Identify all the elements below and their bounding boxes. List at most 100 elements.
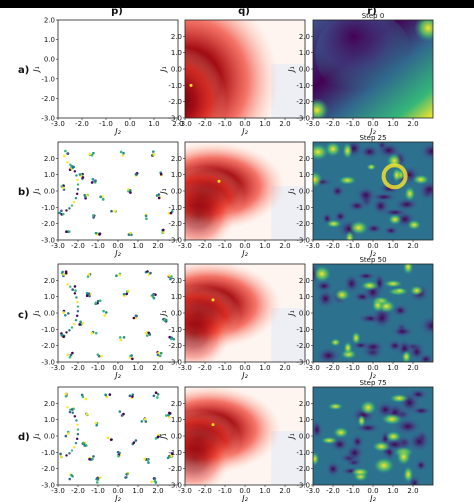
scatter-point bbox=[62, 154, 66, 158]
x-tick-label: 2.0 bbox=[152, 487, 163, 495]
scatter-point bbox=[108, 393, 112, 396]
y-tick-label: 0.0 bbox=[171, 433, 182, 441]
x-tick-label: -3.0 bbox=[51, 242, 65, 250]
scatter-point bbox=[169, 211, 173, 215]
scatter-point bbox=[94, 421, 98, 425]
scatter-point bbox=[170, 452, 174, 455]
panel-p-c: -3.0 -2.0 -1.0 0.0 1.0 2.0 -3.0 -2.0 -1.0 0.0 1.0 2… bbox=[32, 263, 179, 380]
x-tick-label: -1.0 bbox=[346, 364, 360, 372]
scatter-point bbox=[90, 153, 94, 157]
heatmap-high-blob bbox=[402, 264, 414, 275]
scatter-point bbox=[90, 331, 94, 335]
y-tick-label: -2.0 bbox=[41, 342, 55, 350]
heatmap-high-blob bbox=[350, 467, 370, 477]
x-tick-label: -1.0 bbox=[346, 120, 360, 128]
scatter-point bbox=[95, 481, 99, 484]
scatter-point bbox=[122, 151, 125, 155]
x-tick-label: -1.0 bbox=[218, 120, 232, 128]
y-axis-label: J₁ bbox=[32, 310, 41, 318]
y-tick-label: -1.0 bbox=[296, 449, 310, 457]
heatmap-high-blob bbox=[326, 219, 342, 228]
heatmap-tail bbox=[185, 425, 230, 485]
axes-frame bbox=[57, 19, 179, 119]
x-tick-label: 2.0 bbox=[407, 242, 418, 250]
x-axis-label: J₂ bbox=[113, 127, 121, 136]
y-tick-label: -2.0 bbox=[168, 220, 182, 228]
y-tick-label: 0.0 bbox=[299, 310, 310, 318]
scatter-point bbox=[104, 393, 108, 397]
heatmap-basin bbox=[315, 20, 412, 99]
heatmap-low-blob bbox=[359, 144, 380, 160]
scatter-point bbox=[64, 149, 67, 153]
y-tick-label: 1.0 bbox=[171, 293, 182, 301]
heatmap-low-blob bbox=[408, 343, 426, 361]
heatmap-high-blob bbox=[385, 431, 402, 442]
x-tick-label: -2.0 bbox=[198, 487, 212, 495]
scatter-point bbox=[64, 271, 68, 275]
x-tick-label: 0.0 bbox=[239, 120, 250, 128]
y-tick-label: -3.0 bbox=[41, 115, 55, 123]
y-tick-label: -3.0 bbox=[296, 115, 310, 123]
scatter-point bbox=[66, 406, 69, 409]
x-tick-label: -3.0 bbox=[306, 364, 320, 372]
scatter-point bbox=[106, 436, 110, 440]
scatter-point bbox=[131, 395, 134, 398]
scatter-point bbox=[76, 300, 79, 304]
scatter-point bbox=[82, 441, 85, 445]
scatter-point bbox=[60, 334, 64, 337]
heatmap-high-blob bbox=[412, 174, 430, 185]
scatter-point bbox=[149, 271, 152, 275]
scatter-point bbox=[96, 299, 100, 303]
scatter-point bbox=[68, 477, 72, 481]
heatmap-high-blob bbox=[383, 279, 403, 288]
x-tick-label: -2.0 bbox=[71, 487, 85, 495]
scatter-point bbox=[134, 316, 138, 320]
scatter-point bbox=[92, 214, 95, 217]
scatter-point bbox=[76, 178, 79, 182]
heatmap-low-blob bbox=[393, 197, 420, 212]
plot-area bbox=[313, 20, 433, 118]
scatter-point bbox=[73, 200, 76, 204]
scatter-point bbox=[64, 394, 68, 398]
y-tick-label: -1.0 bbox=[41, 75, 55, 83]
x-tick-label: 2.0 bbox=[279, 242, 290, 250]
scatter-point bbox=[121, 154, 125, 157]
heatmap-high-blob bbox=[388, 214, 402, 225]
y-tick-label: -2.0 bbox=[41, 95, 55, 103]
scatter-point bbox=[76, 310, 80, 313]
y-tick-label: -3.0 bbox=[41, 237, 55, 245]
x-tick-label: -1.0 bbox=[218, 487, 232, 495]
optimum-marker bbox=[211, 423, 215, 427]
x-axis-label: J₂ bbox=[113, 249, 121, 258]
heatmap-low-blob bbox=[361, 340, 385, 354]
scatter-background bbox=[58, 142, 178, 240]
y-tick-label: 0.0 bbox=[299, 433, 310, 441]
y-tick-label: -1.0 bbox=[296, 204, 310, 212]
scatter-point bbox=[157, 196, 161, 200]
x-tick-label: -2.0 bbox=[198, 120, 212, 128]
heatmap-low-blob bbox=[325, 460, 341, 478]
y-tick-label: -2.0 bbox=[168, 465, 182, 473]
y-tick-label: -1.0 bbox=[41, 326, 55, 334]
scatter-point bbox=[75, 419, 78, 422]
scatter-point bbox=[151, 294, 154, 297]
x-tick-label: 0.0 bbox=[367, 120, 378, 128]
scatter-point bbox=[70, 326, 74, 329]
heatmap-ring bbox=[381, 163, 408, 190]
scatter-point bbox=[115, 274, 118, 277]
scatter-point bbox=[69, 408, 72, 411]
scatter-point bbox=[145, 334, 149, 337]
scatter-point bbox=[144, 214, 148, 218]
y-tick-label: 1.0 bbox=[44, 293, 55, 301]
scatter-point bbox=[92, 216, 95, 219]
x-tick-label: -1.0 bbox=[346, 242, 360, 250]
plot-area bbox=[58, 142, 178, 240]
y-axis-label: J₁ bbox=[32, 188, 41, 196]
x-axis-label: J₂ bbox=[368, 494, 376, 502]
y-tick-label: 1.0 bbox=[299, 416, 310, 424]
scatter-point bbox=[66, 312, 70, 315]
scatter-point bbox=[98, 299, 102, 302]
scatter-point bbox=[71, 166, 74, 169]
panel-title: Step 50 bbox=[359, 256, 386, 264]
scatter-point bbox=[68, 329, 71, 332]
